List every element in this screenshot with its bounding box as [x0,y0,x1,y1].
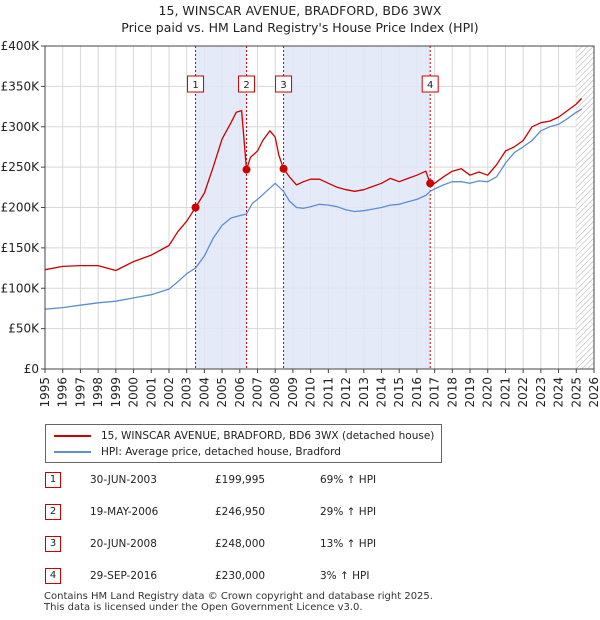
sale-price: £230,000 [215,570,266,582]
x-tick-label: 2024 [552,377,566,408]
x-tick-label: 2012 [339,377,353,408]
sale-date: 30-JUN-2003 [90,474,157,486]
x-tick-label: 2013 [357,377,371,408]
sale-number-badge: 1 [45,472,61,488]
legend: 15, WINSCAR AVENUE, BRADFORD, BD6 3WX (d… [45,424,442,463]
x-tick-label: 2003 [180,377,194,408]
x-tick-label: 2014 [374,377,388,408]
sale-hpi-change: 69% ↑ HPI [320,474,377,486]
x-tick-label: 2008 [268,377,282,408]
x-tick-label: 2006 [233,377,247,408]
y-tick-label: £100K [1,281,41,295]
y-tick-label: £0 [24,362,39,376]
sale-point-marker [242,165,251,174]
sale-label-box [187,75,205,93]
x-tick-label: 2010 [304,377,318,408]
x-tick-label: 1996 [56,377,70,408]
y-tick-label: £350K [1,79,41,93]
x-tick-label: 1998 [91,377,105,408]
hpi-line [44,108,582,310]
future-hatch [576,46,594,369]
x-tick-label: 1997 [73,377,87,408]
x-tick-label: 2026 [587,377,600,408]
sale-point-marker [426,179,435,188]
sale-points [191,164,435,212]
x-tick-label: 2020 [481,377,495,408]
sale-price: £246,950 [215,506,266,518]
sale-label-text: 1 [192,80,198,91]
sale-point-marker [191,203,200,212]
legend-item-property: 15, WINSCAR AVENUE, BRADFORD, BD6 3WX (d… [54,428,434,444]
x-tick-label: 2009 [286,377,300,408]
x-tick-label: 2022 [516,377,530,408]
chart-title: 15, WINSCAR AVENUE, BRADFORD, BD6 3WX Pr… [0,2,600,36]
sale-price: £199,995 [215,474,266,486]
y-tick-label: £250K [1,160,41,174]
sale-row: 2 19-MAY-2006 £246,950 29% ↑ HPI [45,504,445,522]
x-tick-label: 2000 [127,377,141,408]
x-axis-ticks: 1995 1996 1997 1998 1999 2000 2001 2002 2003 2004… [38,369,600,408]
sale-point-marker [279,164,288,173]
sale-row: 4 29-SEP-2016 £230,000 3% ↑ HPI [45,568,445,586]
footer-line-2: This data is licensed under the Open Gov… [44,602,363,613]
y-tick-label: £300K [1,120,41,134]
x-tick-label: 2004 [197,377,211,408]
sale-date: 19-MAY-2006 [90,506,159,518]
sale-label-box [421,75,439,93]
sale-number-badge: 2 [45,504,61,520]
legend-item-hpi: HPI: Average price, detached house, Brad… [54,444,341,460]
sale-label-boxes: 1 2 3 4 [187,75,439,93]
x-tick-label: 2017 [428,377,442,408]
y-tick-label: £150K [1,241,41,255]
sale-label-text: 4 [427,80,433,91]
shaded-period [195,46,247,369]
title-line-2: Price paid vs. HM Land Registry's House … [121,20,479,35]
sale-label-box [238,75,256,93]
x-tick-label: 2002 [162,377,176,408]
y-axis-ticks: £0 £50K £100K £150K £200K £250K £300K £350K £400… [1,39,45,376]
x-tick-label: 2019 [463,377,477,408]
sale-hpi-change: 13% ↑ HPI [320,538,377,550]
footer: Contains HM Land Registry data © Crown c… [44,591,433,613]
footer-line-1: Contains HM Land Registry data © Crown c… [44,591,433,602]
sale-label-text: 3 [280,80,286,91]
sale-label-box [275,75,293,93]
title-line-1: 15, WINSCAR AVENUE, BRADFORD, BD6 3WX [158,3,442,18]
x-tick-label: 2016 [410,377,424,408]
property-swatch [54,435,91,437]
sale-number-badge: 4 [45,568,61,584]
sale-date: 29-SEP-2016 [90,570,158,582]
x-tick-label: 1995 [38,377,52,408]
x-tick-label: 2005 [215,377,229,408]
x-tick-label: 1999 [109,377,123,408]
x-tick-label: 2018 [445,377,459,408]
legend-property-label: 15, WINSCAR AVENUE, BRADFORD, BD6 3WX (d… [101,430,435,442]
x-tick-label: 2021 [498,377,512,408]
x-tick-label: 2015 [392,377,406,408]
y-tick-label: £200K [1,201,41,215]
x-tick-label: 2025 [569,377,583,408]
x-tick-label: 2011 [321,377,335,408]
sale-hpi-change: 3% ↑ HPI [320,570,370,582]
sale-hpi-change: 29% ↑ HPI [320,506,377,518]
legend-hpi-label: HPI: Average price, detached house, Brad… [101,446,341,458]
sale-date: 20-JUN-2008 [90,538,157,550]
sale-label-text: 2 [243,80,249,91]
y-tick-label: £400K [1,39,41,53]
sale-row: 3 20-JUN-2008 £248,000 13% ↑ HPI [45,536,445,554]
sale-row: 1 30-JUN-2003 £199,995 69% ↑ HPI [45,472,445,490]
sale-price: £248,000 [215,538,266,550]
hpi-swatch [54,451,91,453]
x-tick-label: 2007 [251,377,265,408]
sale-number-badge: 3 [45,536,61,552]
x-tick-label: 2023 [534,377,548,408]
x-tick-label: 2001 [144,377,158,408]
y-tick-label: £50K [8,322,40,336]
